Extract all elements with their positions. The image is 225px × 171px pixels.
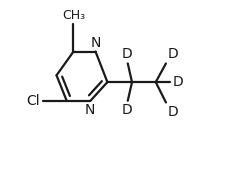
- Text: Cl: Cl: [26, 94, 40, 108]
- Text: N: N: [90, 36, 101, 50]
- Text: CH₃: CH₃: [62, 9, 85, 22]
- Text: D: D: [168, 47, 178, 61]
- Text: D: D: [122, 103, 132, 117]
- Text: D: D: [122, 47, 132, 61]
- Text: N: N: [84, 103, 95, 117]
- Text: D: D: [168, 105, 178, 119]
- Text: D: D: [173, 75, 183, 89]
